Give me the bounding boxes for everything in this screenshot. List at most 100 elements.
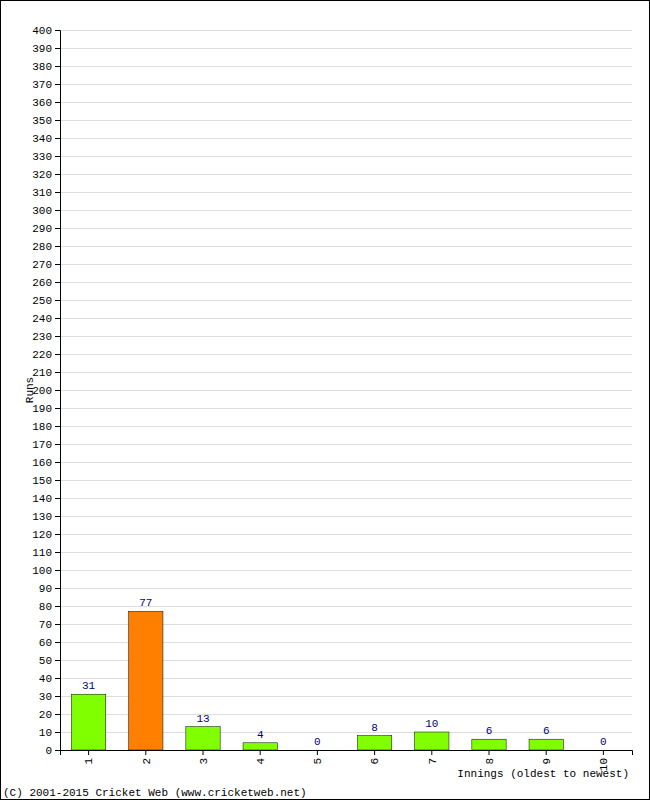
y-tick-label: 330: [32, 151, 52, 163]
y-tick-label: 250: [32, 295, 52, 307]
grid-line: [60, 66, 632, 67]
copyright: (C) 2001-2015 Cricket Web (www.cricketwe…: [3, 787, 307, 799]
y-tick: 260: [32, 277, 60, 289]
y-tick-mark: [55, 372, 60, 373]
y-tick: 380: [32, 61, 60, 73]
y-tick: 190: [32, 403, 60, 415]
y-tick: 240: [32, 313, 60, 325]
y-tick-mark: [55, 84, 60, 85]
grid-line: [60, 462, 632, 463]
y-tick-label: 220: [32, 349, 52, 361]
y-tick-mark: [55, 30, 60, 31]
grid-line: [60, 516, 632, 517]
y-tick-label: 140: [32, 493, 52, 505]
y-tick-mark: [55, 246, 60, 247]
grid-line: [60, 282, 632, 283]
y-tick: 270: [32, 259, 60, 271]
grid-line: [60, 120, 632, 121]
y-tick-mark: [55, 588, 60, 589]
y-tick-label: 320: [32, 169, 52, 181]
y-tick: 100: [32, 565, 60, 577]
grid-line: [60, 318, 632, 319]
x-tick-label: 2: [141, 758, 153, 765]
data-label: 77: [139, 597, 152, 609]
y-tick-label: 270: [32, 259, 52, 271]
x-tick-label: 5: [312, 758, 324, 765]
data-label: 8: [371, 722, 378, 734]
y-tick-mark: [55, 300, 60, 301]
y-tick-label: 20: [39, 709, 52, 721]
y-tick-mark: [55, 120, 60, 121]
grid-line: [60, 30, 632, 31]
x-tick-label: 6: [369, 758, 381, 765]
bars: [71, 611, 563, 750]
grid-line: [60, 246, 632, 247]
y-tick-label: 370: [32, 79, 52, 91]
x-axis-title: Innings (oldest to newest): [457, 768, 629, 780]
y-tick-label: 160: [32, 457, 52, 469]
y-tick-mark: [55, 390, 60, 391]
bar: [186, 727, 220, 750]
grid-line: [60, 480, 632, 481]
y-tick-mark: [55, 408, 60, 409]
grid-line: [60, 84, 632, 85]
x-tick: 1: [83, 750, 95, 765]
y-tick: 210: [32, 367, 60, 379]
bar: [472, 739, 506, 750]
y-tick-label: 100: [32, 565, 52, 577]
y-axis-title: Runs: [24, 377, 36, 403]
x-tick: 2: [141, 750, 153, 765]
grid-line: [60, 372, 632, 373]
bar: [415, 732, 449, 750]
data-label: 0: [314, 736, 321, 748]
y-tick: 300: [32, 205, 60, 217]
y-tick-mark: [55, 66, 60, 67]
y-tick-label: 180: [32, 421, 52, 433]
y-tick: 220: [32, 349, 60, 361]
x-tick-label: 4: [255, 758, 267, 765]
y-tick-label: 260: [32, 277, 52, 289]
data-label: 13: [196, 713, 209, 725]
data-label: 10: [425, 718, 438, 730]
bar: [529, 739, 563, 750]
grid-line: [60, 138, 632, 139]
y-tick: 290: [32, 223, 60, 235]
y-tick: 130: [32, 511, 60, 523]
y-tick-mark: [55, 606, 60, 607]
x-tick: 7: [427, 750, 439, 765]
x-tick-mark: [431, 750, 432, 755]
y-tick: 370: [32, 79, 60, 91]
bar: [357, 736, 391, 750]
y-tick-label: 150: [32, 475, 52, 487]
y-axis: 0102030405060708090100110120130140150160…: [32, 25, 60, 757]
y-tick-mark: [55, 102, 60, 103]
bar: [300, 750, 334, 751]
data-label: 6: [543, 725, 550, 737]
y-tick-label: 70: [39, 619, 52, 631]
y-tick-mark: [55, 228, 60, 229]
grid-line: [60, 534, 632, 535]
y-tick: 0: [45, 745, 60, 757]
y-tick-mark: [55, 210, 60, 211]
y-tick-mark: [55, 156, 60, 157]
grid-line: [60, 210, 632, 211]
y-tick: 360: [32, 97, 60, 109]
y-tick-mark: [55, 462, 60, 463]
y-tick: 250: [32, 295, 60, 307]
y-tick-mark: [55, 732, 60, 733]
grid-line: [60, 192, 632, 193]
y-tick: 280: [32, 241, 60, 253]
grid-line: [60, 174, 632, 175]
y-tick-label: 10: [39, 727, 52, 739]
y-tick: 200: [32, 385, 60, 397]
y-tick-mark: [55, 678, 60, 679]
y-tick-mark: [55, 750, 60, 751]
x-axis-line: [61, 751, 633, 756]
y-tick-mark: [55, 48, 60, 49]
y-tick-label: 190: [32, 403, 52, 415]
y-tick-mark: [55, 138, 60, 139]
grid-line: [60, 300, 632, 301]
x-tick-mark: [374, 750, 375, 755]
y-tick-label: 90: [39, 583, 52, 595]
y-tick: 340: [32, 133, 60, 145]
